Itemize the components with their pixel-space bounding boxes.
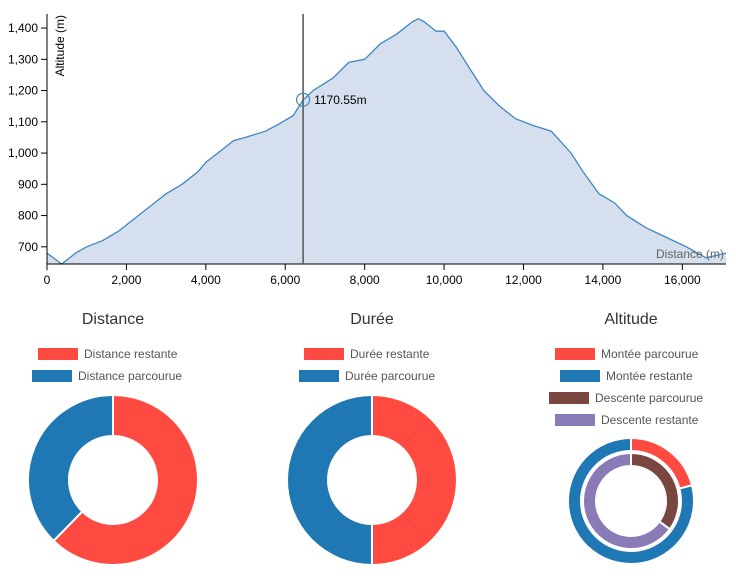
legend-label-descente-parcourue: Descente parcourue xyxy=(595,391,703,405)
slice-distance-restante[interactable] xyxy=(52,393,199,566)
y-tick-label: 700 xyxy=(18,240,38,254)
elevation-profile-chart: 700 800 900 1,000 1,100 1,200 1,300 1,400 0 2,00… xyxy=(8,14,727,287)
legend-swatch-distance-parcourue xyxy=(32,370,72,382)
y-tick-label: 1,400 xyxy=(8,21,38,35)
legend-swatch-descente-restante xyxy=(555,414,595,426)
slice-montee-restante[interactable] xyxy=(567,436,695,565)
x-tick-label: 8,000 xyxy=(350,273,380,287)
distance-donut-slices xyxy=(27,393,199,566)
y-tick-label: 1,100 xyxy=(8,115,38,129)
y-axis: 700 800 900 1,000 1,100 1,200 1,300 1,400 xyxy=(8,14,48,264)
legend-swatch-distance-restante xyxy=(38,348,78,360)
x-tick-label: 10,000 xyxy=(426,273,463,287)
slice-duree-restante[interactable] xyxy=(371,393,458,567)
elevation-area xyxy=(47,18,726,265)
legend-label-distance-restante: Distance restante xyxy=(84,347,178,361)
distance-chart-title: Distance xyxy=(82,311,144,328)
y-tick-label: 800 xyxy=(18,209,38,223)
x-tick-label: 4,000 xyxy=(191,273,221,287)
x-axis-label: Distance (m) xyxy=(656,247,724,261)
x-tick-label: 12,000 xyxy=(505,273,542,287)
altitude-chart-title: Altitude xyxy=(604,311,657,328)
y-tick-label: 1,000 xyxy=(8,146,38,160)
slice-distance-parcourue[interactable] xyxy=(27,393,114,543)
y-axis-label: Altitude (m) xyxy=(53,15,67,76)
legend-label-duree-parcourue: Durée parcourue xyxy=(345,369,435,383)
distance-donut-chart: Distance Distance restante Distance parc… xyxy=(27,311,199,566)
position-cursor-marker[interactable] xyxy=(296,92,311,107)
x-axis: 0 2,000 4,000 6,000 8,000 10,000 12,000 14,000 1… xyxy=(44,263,726,287)
cursor-altitude-label: 1170.55m xyxy=(314,93,366,107)
legend-label-distance-parcourue: Distance parcourue xyxy=(78,369,182,383)
legend-swatch-duree-restante xyxy=(304,348,344,360)
y-tick-label: 900 xyxy=(18,177,38,191)
y-tick-label: 1,200 xyxy=(8,84,38,98)
elevation-line xyxy=(46,17,727,265)
legend-label-descente-restante: Descente restante xyxy=(601,413,699,427)
legend-swatch-montee-parcourue xyxy=(555,348,595,360)
x-tick-label: 14,000 xyxy=(585,273,622,287)
x-tick-label: 16,000 xyxy=(664,273,701,287)
legend-swatch-montee-restante xyxy=(560,370,600,382)
duree-donut-chart: Durée Durée restante Durée parcourue xyxy=(286,311,458,567)
x-tick-label: 0 xyxy=(44,273,51,287)
legend-label-montee-parcourue: Montée parcourue xyxy=(601,347,699,361)
duree-donut-slices xyxy=(286,393,458,567)
altitude-donut-chart: Altitude Montée parcourue Montée restant… xyxy=(549,311,703,565)
duree-chart-title: Durée xyxy=(350,311,394,328)
legend-label-montee-restante: Montée restante xyxy=(606,369,693,383)
altitude-donut-slices xyxy=(567,436,695,565)
y-tick-label: 1,300 xyxy=(8,52,38,66)
x-tick-label: 6,000 xyxy=(270,273,300,287)
legend-swatch-duree-parcourue xyxy=(299,370,339,382)
x-tick-label: 2,000 xyxy=(111,273,141,287)
legend-swatch-descente-parcourue xyxy=(549,392,589,404)
legend-label-duree-restante: Durée restante xyxy=(350,347,430,361)
slice-descente-restante[interactable] xyxy=(582,451,672,550)
slice-duree-parcourue[interactable] xyxy=(286,393,373,567)
